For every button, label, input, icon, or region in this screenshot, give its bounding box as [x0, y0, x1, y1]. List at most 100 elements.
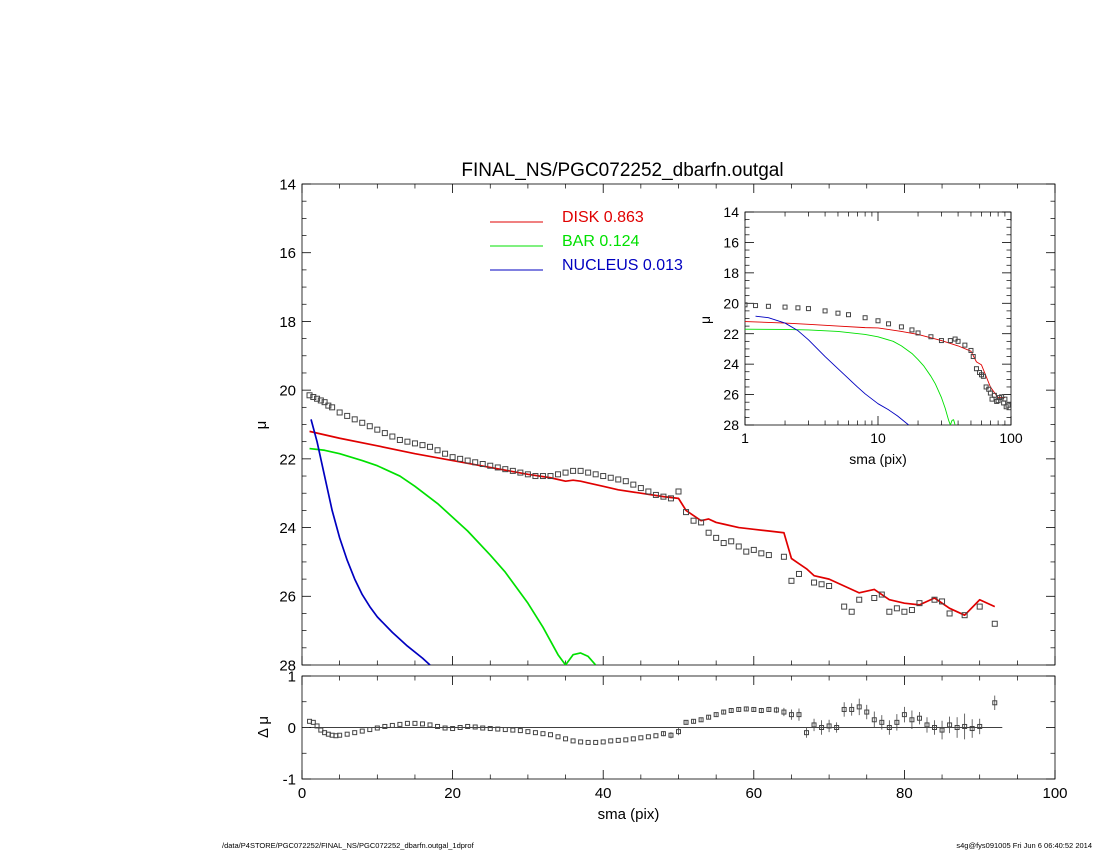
main-ytick-label: 14 — [279, 176, 296, 193]
resid-data-point — [706, 714, 712, 720]
resid-data-point — [811, 722, 817, 728]
resid-data-point — [359, 728, 365, 734]
resid-data-point — [397, 721, 403, 727]
resid-data-point — [954, 725, 960, 730]
main-data-point — [675, 488, 682, 495]
resid-data-point — [909, 717, 915, 723]
chart-title: FINAL_NS/PGC072252_dbarfn.outgal — [461, 160, 783, 181]
resid-data-point — [374, 725, 380, 731]
main-data-point — [487, 462, 494, 469]
inset-data-point — [822, 308, 828, 314]
main-ytick-label: 16 — [279, 245, 296, 262]
inset-data-point — [835, 310, 841, 316]
resid-data-point — [615, 737, 621, 743]
resid-data-point — [736, 706, 742, 712]
main-data-point — [532, 473, 539, 480]
main-data-point — [720, 540, 727, 547]
resid-data-point — [894, 719, 900, 725]
inset-data-point — [955, 338, 961, 344]
main-data-point — [325, 402, 332, 409]
resid-xtick-label: 60 — [745, 785, 762, 802]
main-data-point — [878, 591, 885, 598]
main-data-point — [329, 404, 336, 411]
main-data-point — [939, 598, 946, 605]
inset-series-disk — [745, 321, 1005, 399]
resid-data-point — [871, 717, 877, 723]
resid-data-point — [352, 730, 358, 736]
main-data-point — [585, 469, 592, 476]
inset-ytick-label: 26 — [723, 387, 739, 403]
resid-data-point — [864, 709, 870, 715]
main-data-point — [411, 440, 418, 447]
resid-data-point — [916, 715, 922, 721]
main-data-point — [464, 457, 471, 464]
resid-data-point — [638, 735, 644, 741]
resid-xtick-label: 0 — [298, 785, 306, 802]
main-data-point — [795, 570, 802, 577]
resid-data-point — [886, 725, 892, 730]
main-data-point — [547, 473, 554, 480]
inset-data-point — [928, 334, 934, 340]
resid-data-point — [457, 725, 463, 730]
resid-data-point — [901, 712, 907, 718]
main-data-point — [404, 438, 411, 445]
resid-data-point — [660, 731, 666, 737]
resid-xtick-label: 100 — [1042, 785, 1067, 802]
main-data-point — [758, 550, 765, 557]
resid-ytick-label: 0 — [288, 720, 296, 737]
footer-left-path: /data/P4STORE/PGC072252/FINAL_NS/PGC0722… — [222, 841, 475, 850]
inset-data-point — [1005, 402, 1011, 408]
inset-data-point — [1002, 396, 1008, 402]
inset-data-point — [938, 338, 944, 344]
main-data-point — [600, 473, 607, 480]
main-data-point — [555, 471, 562, 478]
inset-data-point — [845, 312, 851, 318]
inset-data-point — [765, 303, 771, 309]
inset-ylabel: μ — [697, 316, 713, 324]
main-data-point — [991, 620, 998, 627]
resid-ytick-label: -1 — [283, 771, 296, 788]
main-data-point — [811, 579, 818, 586]
resid-data-point — [826, 723, 832, 729]
main-data-point — [577, 467, 584, 474]
inset-ytick-label: 20 — [723, 295, 739, 311]
resid-data-point — [600, 739, 606, 745]
resid-data-point — [969, 726, 975, 732]
main-data-point — [743, 548, 750, 555]
inset-data-point — [915, 330, 921, 336]
legend-label-nucleus: NUCLEUS 0.013 — [562, 257, 683, 274]
resid-data-point — [683, 719, 689, 725]
resid-data-point — [834, 725, 840, 730]
inset-log-panel: 1 10 100 14 16 18 20 22 24 26 28 sma (pix) μ — [697, 204, 1023, 467]
main-ytick-label: 18 — [279, 314, 296, 331]
main-data-point — [374, 426, 381, 433]
main-ytick-label: 20 — [279, 383, 296, 400]
resid-data-point — [547, 732, 553, 738]
resid-data-point — [804, 730, 810, 736]
resid-data-point — [435, 723, 441, 729]
inset-data-point — [909, 327, 915, 333]
main-data-point — [344, 412, 351, 419]
resid-data-point — [879, 719, 885, 725]
resid-data-point — [465, 723, 471, 729]
inset-ytick-label: 16 — [723, 234, 739, 250]
resid-data-point — [992, 700, 998, 706]
resid-data-point — [623, 737, 629, 743]
inset-data-point — [991, 392, 997, 398]
main-data-point — [652, 491, 659, 498]
resid-data-point — [841, 706, 847, 712]
main-series-disk — [309, 430, 996, 617]
main-data-point — [562, 469, 569, 476]
main-data-point — [457, 455, 464, 462]
resid-data-point — [713, 712, 719, 718]
main-data-point — [427, 443, 434, 450]
main-series-nucleus — [310, 419, 431, 665]
inset-xtick-label: 10 — [870, 430, 886, 446]
main-data-point — [622, 478, 629, 485]
resid-ytick-label: 1 — [288, 668, 296, 685]
resid-data-point — [555, 734, 561, 740]
resid-data-point — [645, 734, 651, 740]
resid-data-point — [404, 720, 410, 726]
resid-data-point — [450, 726, 456, 732]
